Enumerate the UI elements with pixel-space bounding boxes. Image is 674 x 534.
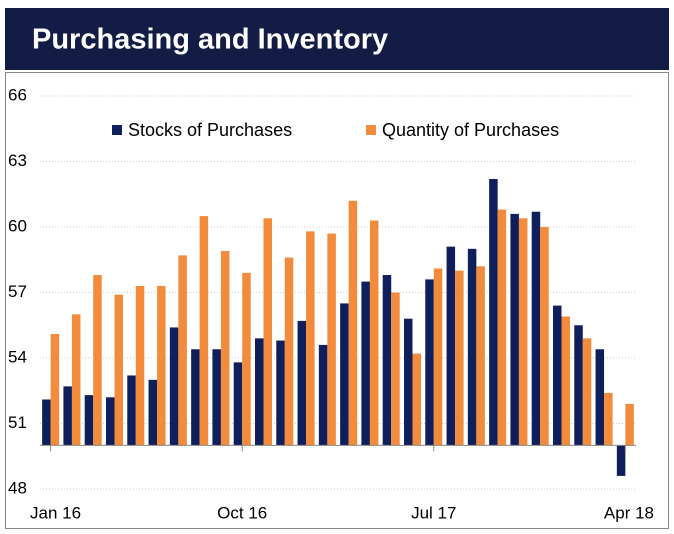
bar: [93, 275, 102, 446]
bar: [157, 285, 166, 446]
bar: [616, 445, 626, 476]
chart-title: Purchasing and Inventory: [32, 24, 388, 56]
bar: [476, 266, 485, 446]
bar: [425, 279, 434, 446]
y-tick-label: 51: [8, 413, 27, 432]
bar: [191, 349, 200, 446]
bar: [199, 216, 209, 446]
legend-label: Stocks of Purchases: [128, 120, 292, 140]
bar: [382, 275, 392, 446]
bar: [212, 349, 221, 446]
y-tick-label: 48: [8, 478, 27, 497]
bar: [276, 340, 285, 446]
bar: [233, 362, 243, 446]
bar: [446, 246, 456, 446]
bar: [63, 386, 72, 446]
bar: [50, 333, 60, 446]
x-tick-label: Apr 18: [604, 503, 654, 522]
bar: [169, 327, 179, 446]
bar: [369, 220, 379, 446]
bar: [518, 218, 528, 446]
y-tick-label: 57: [8, 282, 27, 301]
bar: [561, 316, 571, 446]
bar: [84, 395, 94, 446]
bar: [574, 325, 583, 446]
bar: [148, 379, 158, 446]
bar: [497, 209, 507, 446]
bar: [604, 392, 613, 446]
legend-label: Quantity of Purchases: [382, 120, 559, 140]
bar: [127, 375, 136, 446]
bar: [540, 227, 549, 446]
bar: [178, 255, 187, 446]
bar: [71, 314, 81, 446]
bar: [306, 231, 315, 446]
bar: [403, 318, 413, 446]
bar: [467, 248, 477, 446]
x-tick-label: Jan 16: [30, 503, 81, 522]
bar: [455, 270, 464, 446]
y-tick-label: 60: [8, 216, 27, 235]
y-tick-label: 66: [8, 85, 27, 104]
x-tick-label: Jul 17: [411, 503, 456, 522]
bar: [242, 272, 251, 446]
bar: [391, 292, 400, 446]
bar: [263, 218, 273, 446]
bar: [348, 200, 358, 446]
bar: [42, 399, 51, 446]
bar: [582, 338, 592, 446]
bar: [284, 257, 294, 446]
y-tick-label: 54: [8, 347, 27, 366]
bar: [433, 268, 443, 446]
bar: [105, 397, 115, 446]
bar: [412, 353, 422, 446]
header-band: [5, 8, 669, 70]
bar: [254, 338, 264, 446]
bar: [114, 294, 124, 446]
bar: [531, 211, 541, 446]
bar: [489, 178, 498, 446]
x-tick-label: Oct 16: [217, 503, 267, 522]
bar: [510, 213, 519, 446]
bar: [552, 305, 562, 446]
bar: [625, 403, 634, 446]
bar: [135, 285, 145, 446]
legend-swatch: [366, 125, 376, 135]
bar: [318, 344, 328, 446]
bar: [361, 281, 370, 446]
bar: [327, 233, 336, 446]
bar: [220, 251, 230, 446]
legend-swatch: [112, 125, 122, 135]
chart-frame: [5, 72, 669, 529]
bar: [595, 349, 605, 446]
bar: [340, 303, 349, 446]
y-tick-label: 63: [8, 151, 27, 170]
bar: [297, 320, 307, 446]
